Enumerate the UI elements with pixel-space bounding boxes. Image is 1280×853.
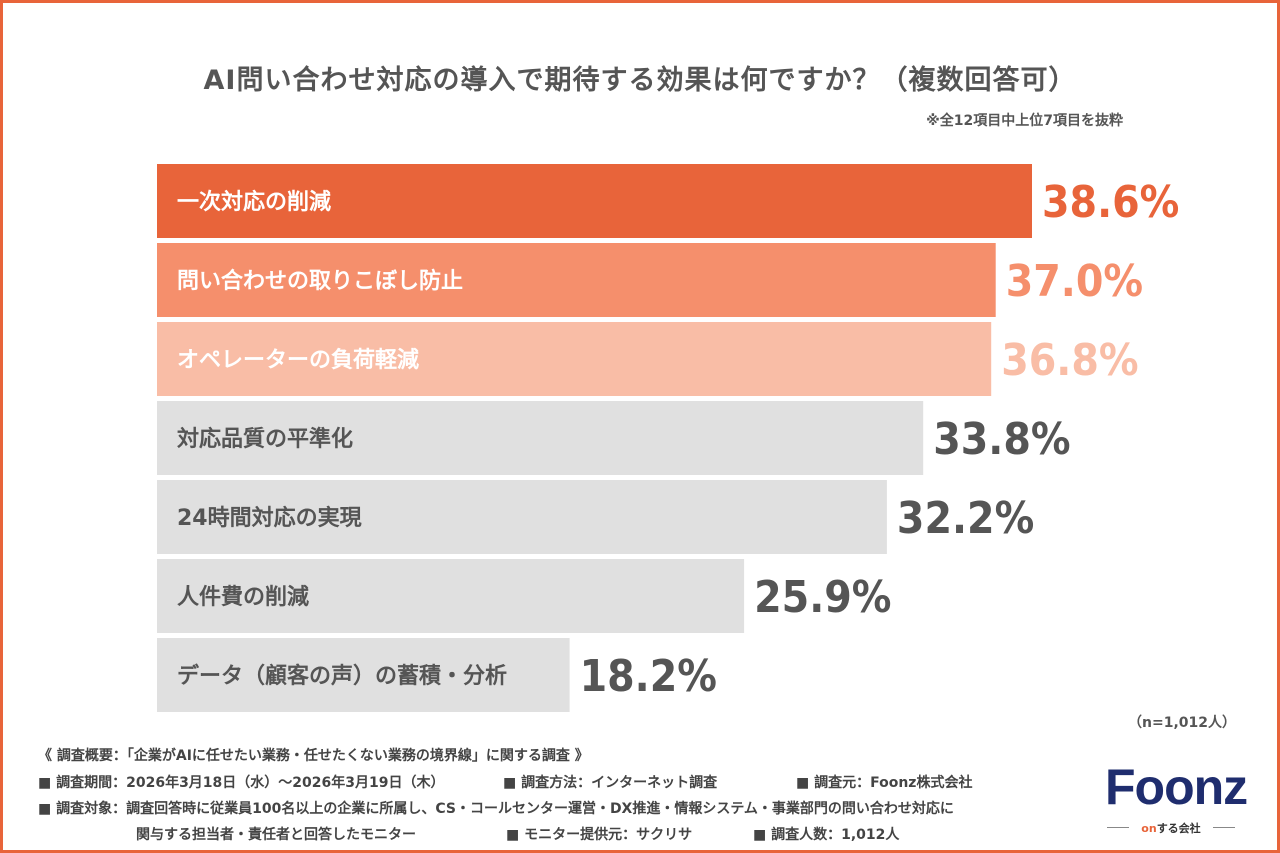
bar-1: [157, 164, 1032, 238]
bar-category-label-3: オペレーターの負荷軽減: [177, 347, 419, 373]
bar-value-label-1: 38.6%: [1042, 177, 1179, 228]
survey-overview: 《 調査概要：「企業がAIに任せたい業務・任せたくない業務の境界線」に関する調査…: [38, 748, 589, 764]
bar-7: [157, 638, 570, 712]
bar-value-label-4: 33.8%: [933, 414, 1070, 465]
bar-value-label-3: 36.8%: [1001, 335, 1138, 386]
bar-category-label-7: データ（顧客の声）の蓄積・分析: [177, 663, 507, 689]
foonz-logo: Foonz onする会社: [1105, 758, 1248, 838]
bar-6: [157, 559, 745, 633]
logo-tagline: onする会社: [1105, 820, 1237, 836]
excerpt-note: ※全12項目中上位7項目を抜粋: [926, 113, 1123, 129]
bar-value-label-6: 25.9%: [754, 572, 891, 623]
bar-category-label-1: 一次対応の削減: [177, 189, 331, 215]
bar-value-label-5: 32.2%: [897, 493, 1034, 544]
chart-title: AI問い合わせ対応の導入で期待する効果は何ですか？（複数回答可）: [203, 65, 1077, 96]
logo-tag-on: on: [1141, 822, 1157, 835]
bar-value-label-7: 18.2%: [580, 651, 717, 702]
bar-category-label-6: 人件費の削減: [177, 585, 309, 610]
survey-target-line1: ■ 調査対象：調査回答時に従業員100名以上の企業に所属し、CS・コールセンター…: [38, 801, 954, 817]
survey-period: ■ 調査期間：2026年3月18日（水）〜2026年3月19日（木）: [38, 775, 445, 791]
logo-tag-rest: する会社: [1156, 822, 1201, 835]
bar-category-label-2: 問い合わせの取りこぼし防止: [177, 268, 463, 294]
survey-provider: ■ モニター提供元：サクリサ: [506, 827, 693, 843]
bar-4: [157, 401, 924, 475]
bar-category-label-5: 24時間対応の実現: [177, 505, 362, 531]
bar-category-label-4: 対応品質の平準化: [177, 426, 353, 452]
bar-5: [157, 480, 887, 554]
sample-size-note: （n=1,012人）: [1128, 715, 1236, 731]
bar-3: [157, 322, 992, 396]
bar-value-label-2: 37.0%: [1006, 256, 1143, 307]
survey-source: ■ 調査元：Foonz株式会社: [796, 775, 973, 791]
survey-target-line2: 関与する担当者・責任者と回答したモニター: [136, 827, 416, 843]
logo-rule-right: [1213, 827, 1235, 828]
survey-method: ■ 調査方法：インターネット調査: [503, 775, 718, 791]
logo-wordmark: Foonz: [1105, 759, 1248, 815]
bar-2: [157, 243, 996, 317]
logo-rule-left: [1107, 827, 1129, 828]
survey-count: ■ 調査人数：1,012人: [753, 827, 900, 843]
